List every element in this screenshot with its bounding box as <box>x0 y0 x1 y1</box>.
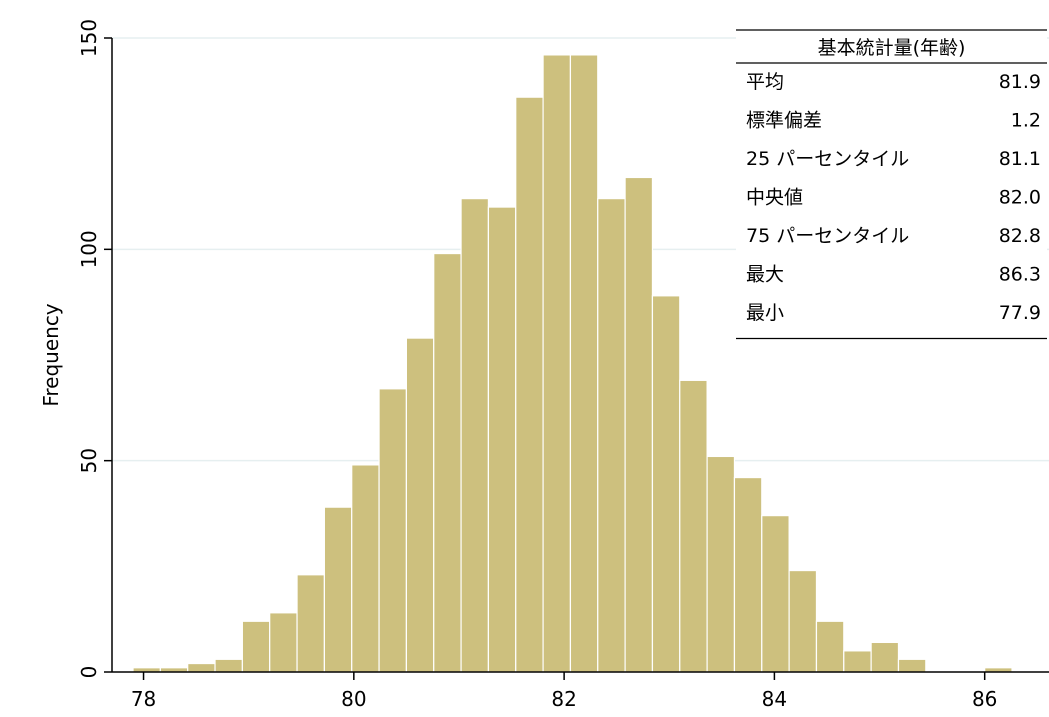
stats-row-label: 標準偏差 <box>746 110 822 132</box>
x-tick-label: 84 <box>762 687 787 711</box>
histogram-bar <box>187 662 216 673</box>
histogram-bar <box>214 658 243 673</box>
histogram-bar <box>651 295 681 673</box>
stats-row-value: 77.9 <box>999 302 1041 324</box>
stats-row-label: 25 パーセンタイル <box>746 148 909 170</box>
histogram-bar <box>433 252 462 673</box>
stats-row-value: 82.8 <box>999 225 1041 247</box>
histogram-bar <box>597 198 626 673</box>
stats-row-value: 86.3 <box>999 264 1041 286</box>
stats-table-title: 基本統計量(年齢) <box>818 37 966 59</box>
histogram-bar <box>296 574 325 673</box>
histogram-bar <box>515 96 544 673</box>
histogram-bar <box>733 476 763 673</box>
histogram-bar <box>870 641 900 673</box>
y-axis-ticks: 0 50 100 150 <box>77 19 112 678</box>
axes <box>111 38 1049 673</box>
stats-table-background <box>736 30 1047 339</box>
stats-row-label: 中央値 <box>746 187 803 209</box>
stats-row-label: 75 パーセンタイル <box>746 225 909 247</box>
stats-row-value: 82.0 <box>999 187 1041 209</box>
y-tick-label: 50 <box>77 448 101 473</box>
histogram-bar <box>351 464 380 673</box>
histogram-bar <box>487 206 517 673</box>
x-tick-label: 78 <box>131 687 156 711</box>
histogram-bar <box>323 506 353 673</box>
stats-row-value: 81.1 <box>999 148 1041 170</box>
stats-row-value: 81.9 <box>999 71 1041 93</box>
x-axis-ticks: 78 80 82 84 86 <box>131 672 997 711</box>
histogram-bar <box>897 658 927 673</box>
histogram-bar <box>569 54 599 673</box>
histogram-bar <box>405 337 435 673</box>
stats-row-label: 最大 <box>746 264 784 286</box>
histogram-bar <box>460 198 490 673</box>
y-tick-label: 100 <box>77 230 101 268</box>
y-tick-label: 0 <box>77 666 101 679</box>
histogram-bar <box>241 620 271 673</box>
histogram-bar <box>269 612 298 673</box>
x-tick-label: 82 <box>551 687 576 711</box>
x-tick-label: 80 <box>341 687 366 711</box>
stats-row-value: 1.2 <box>1011 110 1041 132</box>
x-tick-label: 86 <box>972 687 997 711</box>
stats-row-label: 平均 <box>746 71 784 93</box>
histogram-bars <box>132 54 1013 673</box>
histogram-bar <box>378 388 408 673</box>
histogram-bar <box>788 569 818 673</box>
histogram-bar <box>706 455 736 673</box>
stats-row-label: 最小 <box>746 302 784 324</box>
stats-table: 基本統計量(年齢) 平均 81.9 標準偏差 1.2 25 パーセンタイル 81.1 中央値… <box>736 29 1047 340</box>
histogram-bar <box>815 620 845 673</box>
histogram-bar <box>843 650 872 673</box>
histogram-bar <box>761 515 790 673</box>
y-axis-title: Frequency <box>39 303 63 406</box>
y-tick-label: 150 <box>77 19 101 57</box>
histogram-bar <box>624 176 654 673</box>
histogram-bar <box>542 54 572 673</box>
histogram-bar <box>679 379 708 673</box>
